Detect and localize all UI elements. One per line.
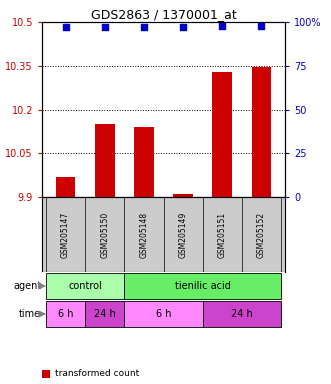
Point xyxy=(220,23,225,30)
Text: GSM205150: GSM205150 xyxy=(100,211,109,258)
Bar xyxy=(85,301,124,327)
Text: control: control xyxy=(68,281,102,291)
Point xyxy=(180,24,186,30)
Text: 24 h: 24 h xyxy=(231,309,253,319)
Bar xyxy=(213,71,232,197)
Text: GSM205147: GSM205147 xyxy=(61,211,70,258)
Text: GSM205149: GSM205149 xyxy=(179,211,188,258)
Text: time: time xyxy=(19,309,41,319)
Text: 6 h: 6 h xyxy=(58,309,73,319)
Title: GDS2863 / 1370001_at: GDS2863 / 1370001_at xyxy=(91,8,236,21)
Bar xyxy=(203,301,281,327)
Bar xyxy=(252,67,271,197)
Text: tienilic acid: tienilic acid xyxy=(175,281,231,291)
Bar xyxy=(124,301,203,327)
Bar xyxy=(56,177,75,197)
Point xyxy=(102,24,107,30)
Text: transformed count: transformed count xyxy=(55,369,140,378)
Text: GSM205152: GSM205152 xyxy=(257,212,266,258)
Point xyxy=(63,24,68,30)
Bar xyxy=(134,127,154,197)
Text: GSM205148: GSM205148 xyxy=(139,212,148,258)
Bar xyxy=(46,273,124,299)
Text: 6 h: 6 h xyxy=(156,309,171,319)
Text: 24 h: 24 h xyxy=(94,309,116,319)
Point xyxy=(259,23,264,30)
Point xyxy=(141,24,147,30)
Bar xyxy=(46,301,85,327)
Bar xyxy=(173,194,193,197)
Bar xyxy=(124,273,281,299)
Bar xyxy=(95,124,115,197)
Text: agent: agent xyxy=(13,281,41,291)
Text: GSM205151: GSM205151 xyxy=(218,212,227,258)
